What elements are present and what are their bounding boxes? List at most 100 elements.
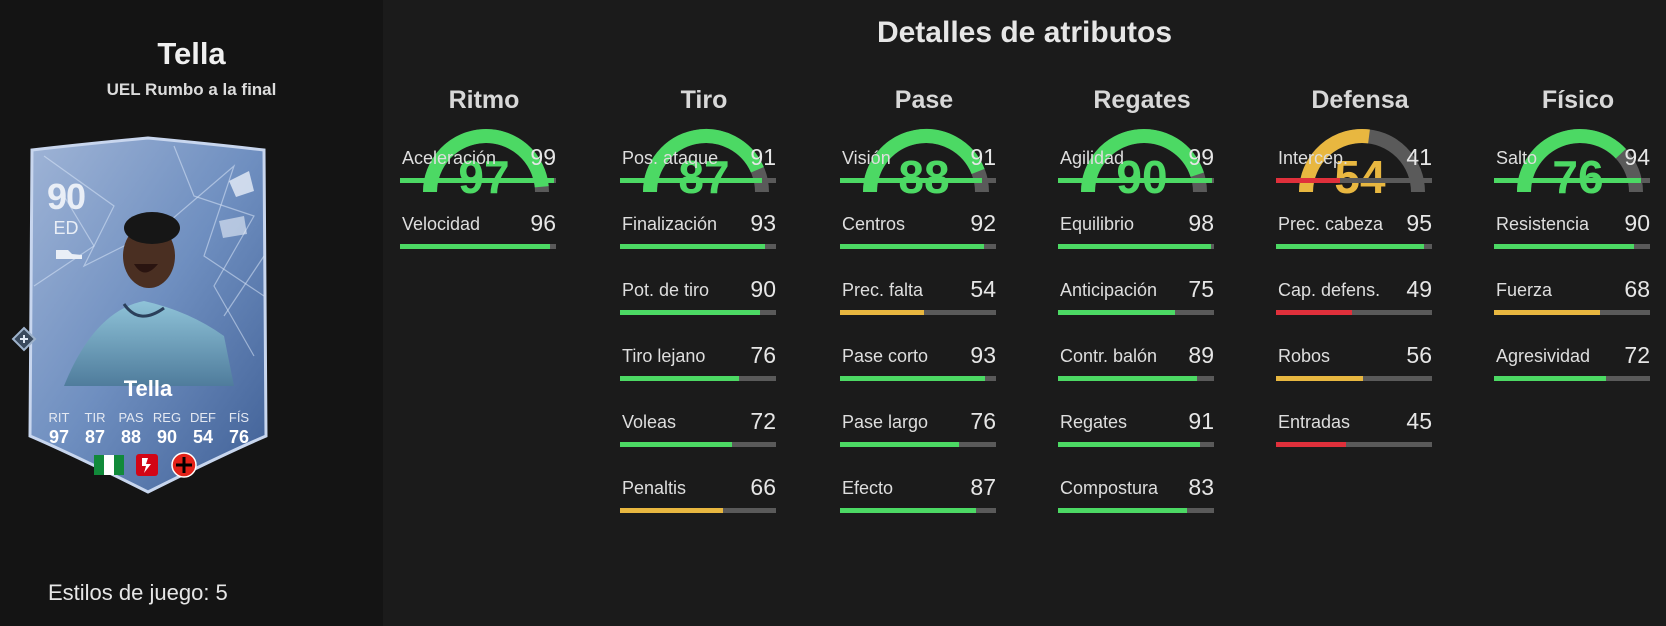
attribute-stat-row[interactable]: Efecto 87 — [840, 474, 996, 524]
attribute-stat-row[interactable]: Pase corto 93 — [840, 342, 996, 392]
attribute-stat-value: 91 — [750, 144, 776, 170]
attribute-stat-row[interactable]: Regates 91 — [1058, 408, 1214, 458]
attribute-stat-label: Centros — [842, 214, 906, 234]
attribute-stat-bar — [1058, 508, 1214, 513]
attribute-stat-bar — [840, 244, 996, 249]
attribute-stat-bar-fill — [1276, 376, 1364, 381]
attribute-stat-row[interactable]: Agilidad 99 — [1058, 144, 1214, 194]
attribute-stat-bar — [1494, 244, 1650, 249]
attribute-stat-label: Regates — [1060, 412, 1128, 432]
attribute-stat-label: Contr. balón — [1060, 346, 1158, 366]
gauge-fill — [1517, 129, 1626, 193]
attribute-stat-value: 83 — [1188, 474, 1214, 500]
attribute-stat-bar-fill — [1058, 178, 1213, 183]
attribute-stat-row[interactable]: Equilibrio 98 — [1058, 210, 1214, 260]
card-rating: 90 — [46, 176, 86, 217]
attribute-stat-bar-fill — [1494, 376, 1607, 381]
attribute-stat-bar-fill — [840, 178, 982, 183]
attribute-stat-row[interactable]: Visión 91 — [840, 144, 996, 194]
attribute-stat-row[interactable]: Compostura 83 — [1058, 474, 1214, 524]
attribute-stat-bar — [840, 376, 996, 381]
attribute-gauge — [423, 129, 549, 193]
attribute-stat-row[interactable]: Fuerza 68 — [1494, 276, 1650, 326]
card-stat-label: RIT — [48, 410, 70, 425]
attribute-stat-value: 76 — [750, 342, 776, 368]
attribute-stat-bar — [620, 310, 776, 315]
attribute-stat-row[interactable]: Centros 92 — [840, 210, 996, 260]
attribute-stat-bar — [840, 310, 996, 315]
attribute-stat-bar-fill — [620, 244, 766, 249]
attribute-stat-label: Agilidad — [1060, 148, 1125, 168]
attribute-category-value: 87 — [678, 151, 730, 203]
attribute-stat-bar — [1494, 178, 1650, 183]
attribute-stat-bar-fill — [1058, 244, 1211, 249]
attribute-stat-label: Velocidad — [402, 214, 481, 234]
attribute-stat-row[interactable]: Penaltis 66 — [620, 474, 776, 524]
attribute-stat-row[interactable]: Tiro lejano 76 — [620, 342, 776, 392]
attribute-stat-value: 75 — [1188, 276, 1214, 302]
attribute-stat-bar-fill — [840, 508, 976, 513]
attribute-stat-bar-fill — [620, 310, 761, 315]
attribute-stat-bar — [1494, 376, 1650, 381]
attribute-stat-value: 99 — [1188, 144, 1214, 170]
attribute-stat-row[interactable]: Pos. ataque 91 — [620, 144, 776, 194]
attribute-stat-row[interactable]: Prec. cabeza 95 — [1276, 210, 1432, 260]
attribute-stat-row[interactable]: Prec. falta 54 — [840, 276, 996, 326]
playstyle-diamond-icon[interactable] — [10, 325, 38, 353]
attribute-stat-value: 89 — [1188, 342, 1214, 368]
playstyles-count[interactable]: Estilos de juego: 5 — [48, 580, 228, 605]
attribute-stat-row[interactable]: Agresividad 72 — [1494, 342, 1650, 392]
attribute-stat-row[interactable]: Aceleración 99 — [400, 144, 556, 194]
attribute-stat-value: 72 — [1624, 342, 1650, 368]
attribute-category-name: Ritmo — [448, 86, 520, 114]
attribute-stat-value: 94 — [1624, 144, 1650, 170]
attribute-gauge — [1517, 129, 1643, 193]
attribute-stat-bar — [840, 178, 996, 183]
attribute-stat-label: Fuerza — [1496, 280, 1553, 300]
player-name: Tella — [157, 36, 226, 71]
card-stat-label: DEF — [190, 410, 216, 425]
attribute-stat-value: 49 — [1406, 276, 1432, 302]
attribute-stat-row[interactable]: Contr. balón 89 — [1058, 342, 1214, 392]
attribute-stat-bar — [620, 442, 776, 447]
attribute-stat-bar-fill — [620, 442, 733, 447]
card-stat-labels: RIT TIR PAS REG DEF FÍS — [41, 410, 257, 425]
attribute-stat-bar — [620, 376, 776, 381]
attribute-stat-value: 91 — [970, 144, 996, 170]
attribute-stat-value: 91 — [1188, 408, 1214, 434]
boot-icon — [56, 250, 82, 259]
attribute-stat-row[interactable]: Intercep. 41 — [1276, 144, 1432, 194]
card-frame — [28, 136, 268, 494]
attribute-stat-bar-fill — [840, 442, 959, 447]
attribute-stat-row[interactable]: Voleas 72 — [620, 408, 776, 458]
attribute-stat-value: 87 — [970, 474, 996, 500]
card-stat-value: 54 — [192, 427, 214, 447]
attribute-stat-bar — [1494, 310, 1650, 315]
attribute-stat-row[interactable]: Pot. de tiro 90 — [620, 276, 776, 326]
attribute-stat-row[interactable]: Cap. defens. 49 — [1276, 276, 1432, 326]
attribute-stat-row[interactable]: Finalización 93 — [620, 210, 776, 260]
attribute-stat-row[interactable]: Robos 56 — [1276, 342, 1432, 392]
attribute-stat-value: 90 — [750, 276, 776, 302]
club-logo-icon — [171, 452, 197, 478]
attribute-stat-row[interactable]: Velocidad 96 — [400, 210, 556, 260]
attribute-stat-row[interactable]: Pase largo 76 — [840, 408, 996, 458]
attribute-stat-label: Aceleración — [402, 148, 497, 168]
attribute-stat-bar-fill — [620, 508, 723, 513]
attribute-stat-value: 92 — [970, 210, 996, 236]
attribute-stat-row[interactable]: Entradas 45 — [1276, 408, 1432, 458]
attribute-stat-bar — [1058, 310, 1214, 315]
attribute-stat-label: Penaltis — [622, 478, 687, 498]
attribute-stat-value: 76 — [970, 408, 996, 434]
attribute-stat-row[interactable]: Resistencia 90 — [1494, 210, 1650, 260]
attribute-stat-value: 98 — [1188, 210, 1214, 236]
card-position: ED — [53, 218, 79, 238]
attribute-stat-value: 93 — [750, 210, 776, 236]
attribute-stat-row[interactable]: Anticipación 75 — [1058, 276, 1214, 326]
attribute-stat-row[interactable]: Salto 94 — [1494, 144, 1650, 194]
player-card[interactable]: 90 ED Tella RIT TIR PAS REG DEF FÍS 97 8… — [24, 136, 272, 496]
attribute-stat-value: 68 — [1624, 276, 1650, 302]
attribute-stat-bar-fill — [1058, 376, 1197, 381]
card-stat-value: 88 — [120, 427, 142, 447]
card-stat-label: REG — [152, 410, 182, 425]
